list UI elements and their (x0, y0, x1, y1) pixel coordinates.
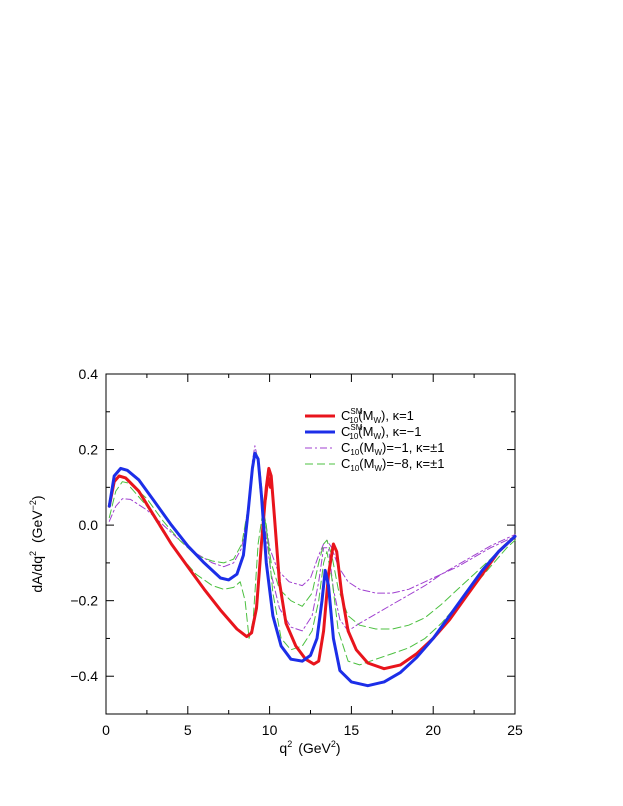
x-tick-label: 20 (425, 722, 441, 738)
x-tick-label: 0 (102, 722, 110, 738)
y-tick-label: −0.4 (70, 668, 98, 684)
y-tick-label: −0.2 (70, 593, 98, 609)
y-tick-label: 0.4 (79, 366, 99, 382)
series-line (107, 466, 517, 671)
series-line (108, 445, 516, 594)
axis-tick-labels: 0 5 10 15 20 25 −0.4 −0.2 0.0 0.2 0.4 (70, 366, 523, 738)
y-tick-label: 0.0 (79, 517, 99, 533)
legend-entry: C10(MW)=−8, κ=±1 (341, 456, 444, 473)
legend-entry: CSM 10(MW), κ=1 (341, 407, 414, 425)
x-axis-label: q2 (GeV2) (279, 739, 340, 756)
series-line (108, 452, 516, 630)
series-line (259, 486, 516, 632)
x-tick-label: 15 (344, 722, 360, 738)
axis-ticks (105, 373, 516, 715)
series-layer (107, 445, 517, 688)
series-line (264, 474, 272, 501)
y-axis-label: dA/dq2(GeV−2) (28, 495, 45, 592)
legend-entry: CSM 10(MW), κ=−1 (341, 423, 422, 441)
y-tick-label: 0.2 (79, 442, 99, 458)
series-line (107, 451, 517, 688)
x-tick-label: 10 (262, 722, 278, 738)
x-tick-label: 5 (184, 722, 192, 738)
series-line (130, 486, 516, 666)
x-tick-label: 25 (507, 722, 523, 738)
legend-entry: C10(MW)=−1, κ=±1 (341, 440, 444, 457)
